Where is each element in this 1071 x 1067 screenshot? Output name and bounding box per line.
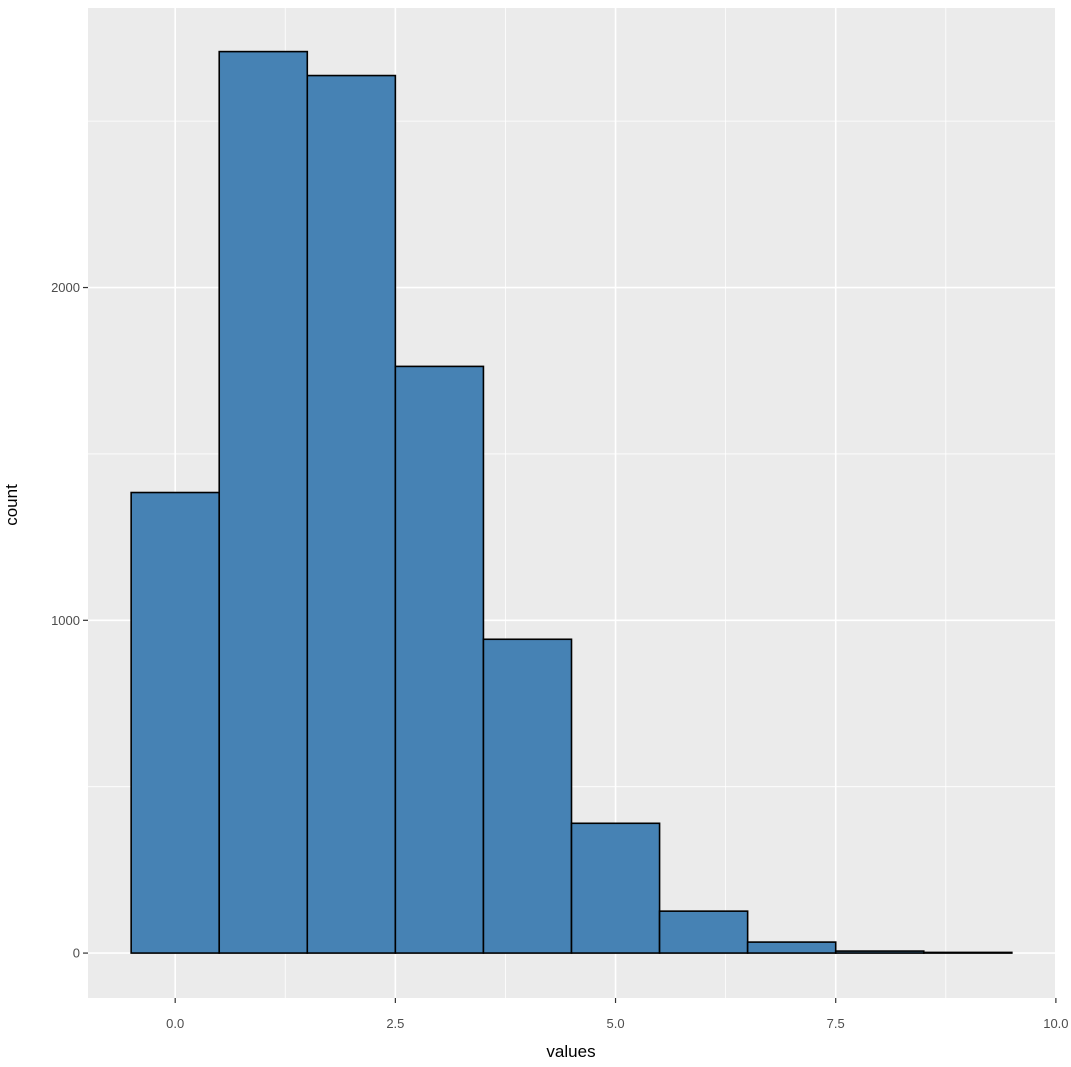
histogram-bars: [130, 50, 1013, 954]
x-tick-label: 10.0: [1043, 1016, 1068, 1031]
histogram-bar: [394, 365, 485, 954]
x-tick-label: 7.5: [827, 1016, 845, 1031]
x-axis-title: values: [546, 1042, 595, 1061]
histogram-bar: [922, 951, 1013, 954]
y-tick-label: 1000: [51, 613, 80, 628]
y-axis: 0 1000 2000: [51, 280, 88, 961]
histogram-bar: [482, 638, 573, 954]
histogram-bar: [658, 910, 749, 954]
histogram-bar: [218, 50, 309, 954]
y-tick-label: 0: [73, 946, 80, 961]
histogram-bar: [746, 941, 837, 954]
x-tick-label: 2.5: [386, 1016, 404, 1031]
y-tick-label: 2000: [51, 280, 80, 295]
y-axis-title: count: [2, 484, 21, 526]
histogram-bar: [570, 822, 661, 954]
x-tick-label: 5.0: [606, 1016, 624, 1031]
histogram-bar: [130, 491, 221, 954]
histogram-bar: [834, 950, 925, 954]
x-axis: 0.0 2.5 5.0 7.5 10.0: [166, 998, 1069, 1031]
histogram-bar: [306, 74, 397, 954]
x-tick-label: 0.0: [166, 1016, 184, 1031]
